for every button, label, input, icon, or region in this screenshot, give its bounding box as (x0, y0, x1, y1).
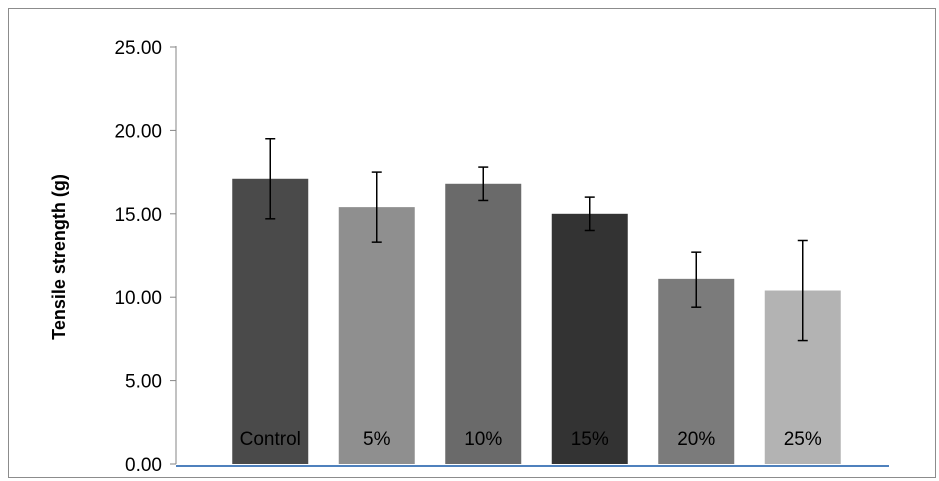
bar-0 (232, 178, 309, 464)
category-label-3: 15% (571, 429, 609, 450)
y-tick-label: 15.00 (114, 205, 162, 226)
bar-1 (338, 207, 415, 465)
bars (232, 178, 841, 465)
category-label-4: 20% (677, 429, 715, 450)
category-labels: Control 5% 10% 15% 20% 25% (240, 429, 822, 450)
category-label-5: 25% (784, 429, 822, 450)
bar-chart: 0.00 5.00 10.00 15.00 20.00 25.00 Control 5% 10… (49, 38, 889, 476)
category-label-2: 10% (464, 429, 502, 450)
bar-4 (658, 278, 735, 464)
y-axis-ticks: 0.00 5.00 10.00 15.00 20.00 25.00 (114, 38, 176, 476)
y-tick-label: 5.00 (125, 372, 162, 393)
bar-3 (551, 213, 628, 464)
bar-2 (445, 183, 522, 464)
category-label-1: 5% (363, 429, 391, 450)
error-bars (265, 137, 808, 342)
y-axis-title: Tensile strength (g) (49, 174, 69, 340)
chart-frame: 0.00 5.00 10.00 15.00 20.00 25.00 Control 5% 10… (8, 8, 936, 478)
category-label-0: Control (240, 429, 301, 450)
y-tick-label: 20.00 (114, 121, 162, 142)
y-tick-label: 0.00 (125, 455, 162, 476)
y-tick-label: 25.00 (114, 38, 162, 59)
y-tick-label: 10.00 (114, 288, 162, 309)
